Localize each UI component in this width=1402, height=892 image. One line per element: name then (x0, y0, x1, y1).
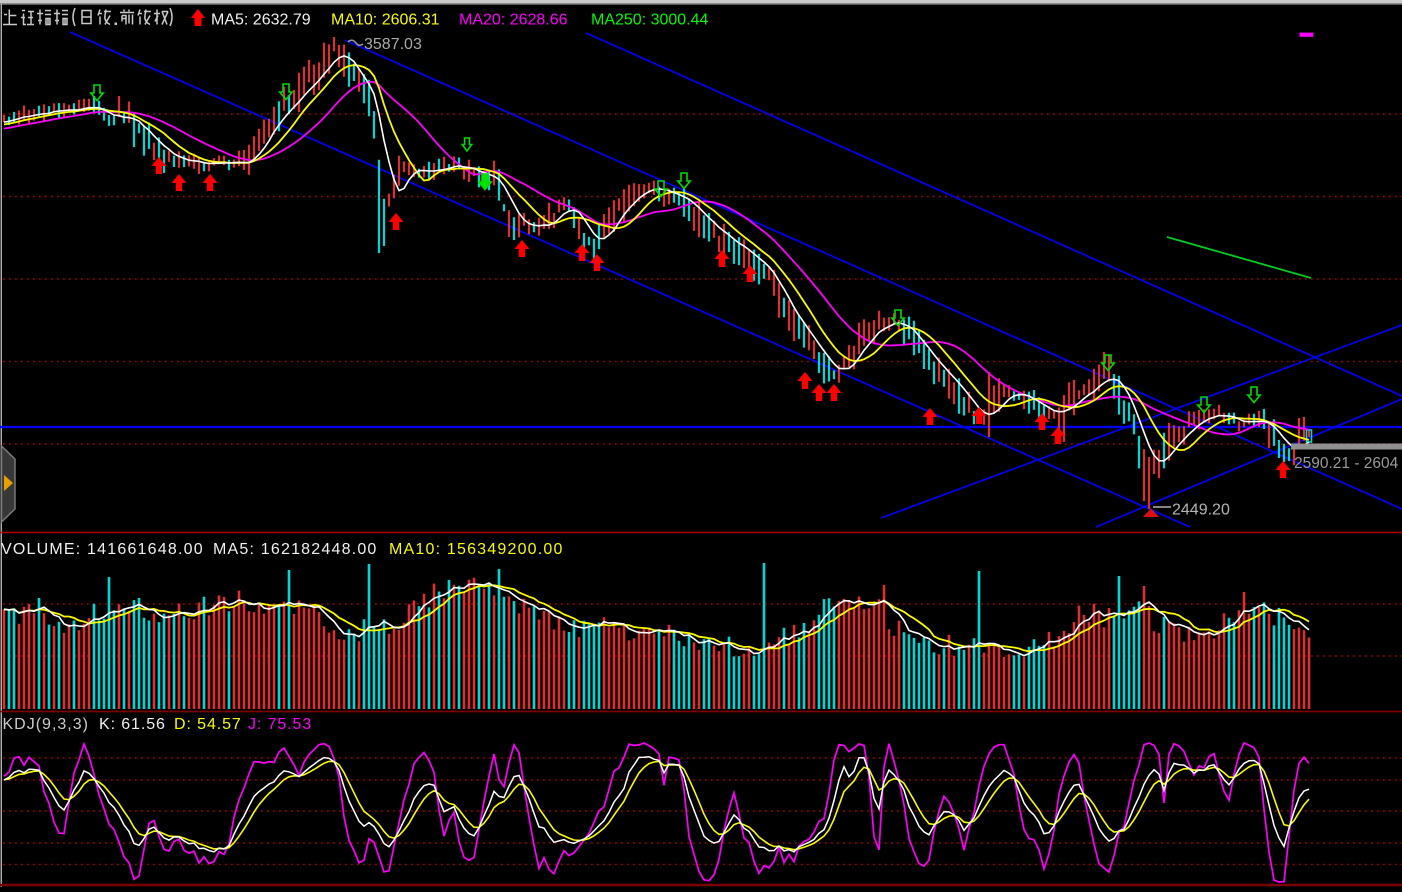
svg-text:2590.21 - 2604: 2590.21 - 2604 (1294, 455, 1399, 472)
svg-text:MA20: 2628.66: MA20: 2628.66 (459, 12, 568, 29)
svg-text:D: 54.57: D: 54.57 (174, 716, 242, 733)
svg-text:KDJ(9,3,3): KDJ(9,3,3) (3, 716, 89, 733)
svg-text:MA250: 3000.44: MA250: 3000.44 (591, 12, 709, 29)
svg-text:MA5: 2632.79: MA5: 2632.79 (211, 12, 311, 29)
svg-text:VOLUME: 141661648.00: VOLUME: 141661648.00 (1, 541, 204, 558)
svg-text:J: 75.53: J: 75.53 (248, 716, 312, 733)
svg-text:MA5: 162182448.00: MA5: 162182448.00 (213, 541, 378, 558)
svg-text:MA10: 156349200.00: MA10: 156349200.00 (389, 541, 564, 558)
svg-text:K: 61.56: K: 61.56 (99, 716, 166, 733)
svg-text:MA10: 2606.31: MA10: 2606.31 (331, 12, 440, 29)
svg-text:2449.20: 2449.20 (1172, 502, 1230, 519)
svg-text:3587.03: 3587.03 (364, 36, 422, 53)
